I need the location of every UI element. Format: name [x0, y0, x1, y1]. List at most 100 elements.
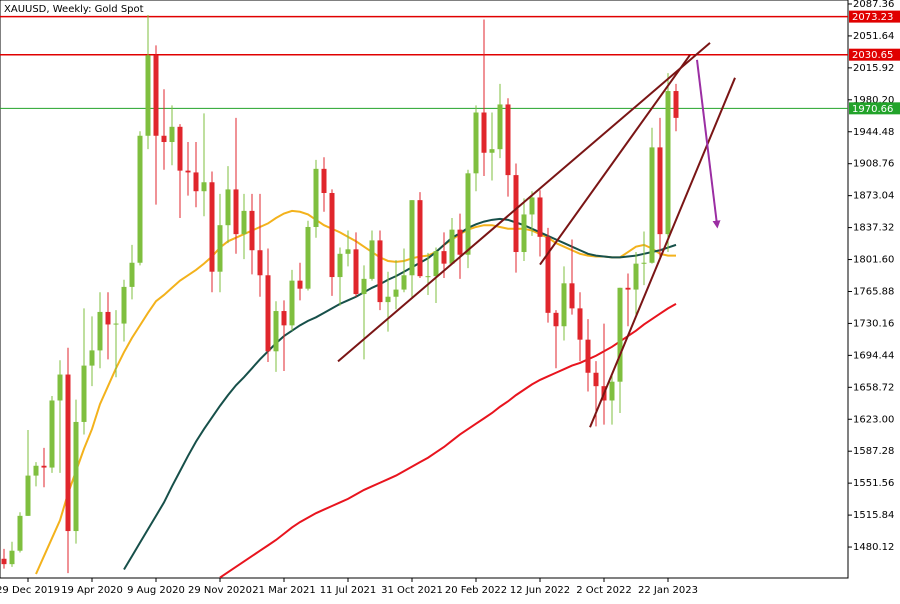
candle-body [673, 91, 679, 118]
candle-body [177, 126, 183, 171]
candle-body [281, 311, 287, 326]
candle-body [33, 465, 39, 476]
x-tick-label: 19 Apr 2020 [61, 585, 123, 596]
moving-average [123, 217, 677, 571]
y-tick-label: 1837.32 [853, 223, 894, 234]
forecast-arrow [696, 59, 721, 229]
level-label-box [849, 48, 900, 61]
plot-area [0, 15, 848, 578]
y-tick-label: 1480.12 [853, 542, 894, 553]
candle-body [417, 200, 423, 277]
candle-body [369, 240, 375, 279]
candle-body [433, 251, 439, 277]
candle-body [393, 289, 399, 297]
candle-body [609, 381, 615, 401]
candle-body [441, 251, 447, 264]
candle-body [625, 287, 631, 290]
x-tick-label: 11 Jul 2021 [320, 585, 377, 596]
candle-body [665, 91, 671, 235]
candle-body [193, 172, 199, 192]
candle-body [505, 104, 511, 176]
y-tick-label: 1765.88 [853, 286, 894, 297]
candle-body [225, 189, 231, 226]
candle-body [457, 229, 463, 255]
y-tick-label: 1944.48 [853, 127, 894, 138]
candle-body [385, 296, 391, 303]
candle-body [657, 147, 663, 235]
candle-body [641, 262, 647, 264]
candle-body [537, 197, 543, 237]
candle-body [313, 168, 319, 227]
candle-body [49, 400, 55, 468]
candle-body [353, 249, 359, 295]
x-tick-label: 29 Dec 2019 [0, 585, 60, 596]
candle-body [201, 182, 207, 192]
candle-body [65, 374, 71, 532]
candle-body [113, 323, 119, 325]
candle-body [561, 283, 567, 327]
candle-body [489, 149, 495, 153]
y-tick-label: 1694.44 [853, 350, 894, 361]
y-tick-label: 1730.16 [853, 318, 894, 329]
candle-body [569, 283, 575, 309]
level-label-box [849, 10, 900, 23]
y-tick-label: 1658.72 [853, 382, 894, 393]
candle-body [89, 350, 95, 366]
candle-body [273, 311, 279, 352]
candle-body [585, 339, 591, 373]
candle-body [593, 372, 599, 387]
candle-body [321, 168, 327, 193]
candle-body [121, 286, 127, 324]
candle-body [377, 240, 383, 303]
candle-body [73, 421, 79, 532]
trendline [539, 54, 691, 266]
candle-body [137, 135, 143, 263]
candle-body [257, 250, 263, 276]
candle-body [529, 197, 535, 215]
y-tick-label: 1623.00 [853, 414, 894, 425]
candle-body [185, 170, 191, 173]
x-tick-label: 22 Jan 2023 [638, 585, 698, 596]
moving-average [219, 303, 677, 578]
candle-body [241, 210, 247, 235]
candle-body [345, 249, 351, 254]
y-tick-label: 2051.64 [853, 31, 894, 42]
candle-body [1, 558, 7, 565]
candle-body [425, 276, 431, 278]
candle-body [577, 308, 583, 340]
level-label-box [849, 102, 900, 115]
candle-body [9, 550, 15, 565]
y-tick-label: 2087.36 [853, 0, 894, 10]
candle-body [81, 365, 87, 422]
level-label: 2073.23 [852, 12, 893, 23]
y-tick-label: 1980.20 [853, 95, 894, 106]
candle-body [521, 214, 527, 253]
candle-body [217, 225, 223, 272]
candle-body [57, 374, 63, 401]
candle-body [105, 311, 111, 325]
candle-body [209, 182, 215, 272]
x-tick-label: 9 Aug 2020 [127, 585, 185, 596]
candle-body [161, 135, 167, 143]
candle-body [553, 312, 559, 327]
candle-body [17, 515, 23, 551]
level-label: 2030.65 [852, 50, 893, 61]
y-tick-label: 1587.28 [853, 446, 894, 457]
level-label: 1970.66 [852, 104, 893, 115]
trendline [337, 42, 711, 363]
x-tick-label: 31 Oct 2021 [381, 585, 443, 596]
x-tick-label: 12 Jun 2022 [510, 585, 570, 596]
y-tick-label: 1515.84 [853, 510, 894, 521]
x-tick-label: 21 Mar 2021 [252, 585, 315, 596]
candle-body [153, 55, 159, 136]
candle-body [233, 189, 239, 235]
candle-body [129, 262, 135, 287]
trendline [589, 77, 736, 428]
candle-body [297, 280, 303, 289]
y-tick-label: 1873.04 [853, 191, 894, 202]
candle-body [545, 236, 551, 313]
candle-body [289, 280, 295, 326]
x-tick-label: 29 Nov 2020 [188, 585, 252, 596]
